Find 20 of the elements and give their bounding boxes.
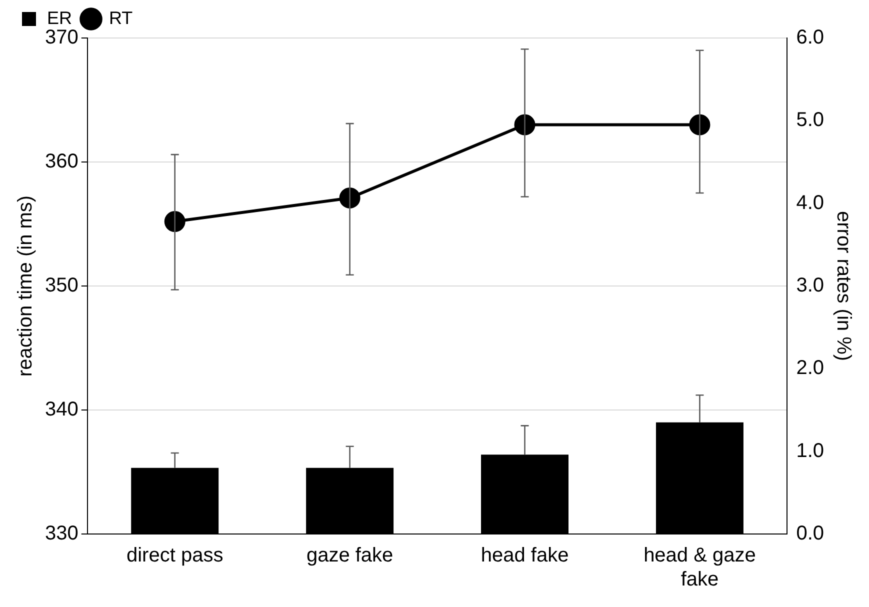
y2-tick-label: 2.0 bbox=[796, 357, 824, 380]
x-tick-label: head fake bbox=[480, 544, 569, 567]
x-tick-label: direct pass bbox=[126, 544, 224, 567]
y-tick-label: 330 bbox=[44, 522, 78, 545]
y-tick-label: 350 bbox=[44, 274, 78, 297]
y-tick-label: 370 bbox=[44, 26, 78, 49]
y2-tick-label: 3.0 bbox=[796, 274, 824, 297]
y-tick-label: 340 bbox=[44, 398, 78, 421]
y2-tick-label: 6.0 bbox=[796, 26, 824, 49]
y-axis-title: reaction time (in ms) bbox=[14, 195, 37, 377]
y2-tick-label: 1.0 bbox=[796, 440, 824, 462]
y2-axis-title: error rates (in %) bbox=[832, 210, 854, 362]
legend-label: RT bbox=[109, 8, 133, 28]
y2-tick-label: 4.0 bbox=[796, 192, 824, 214]
x-tick-label: head & gaze fake bbox=[644, 544, 756, 591]
legend-label: ER bbox=[47, 8, 72, 28]
y-tick-label: 360 bbox=[44, 150, 78, 173]
y2-tick-label: 0.0 bbox=[796, 522, 824, 545]
x-tick-label: gaze fake bbox=[306, 544, 394, 567]
y2-tick-label: 5.0 bbox=[796, 109, 824, 132]
